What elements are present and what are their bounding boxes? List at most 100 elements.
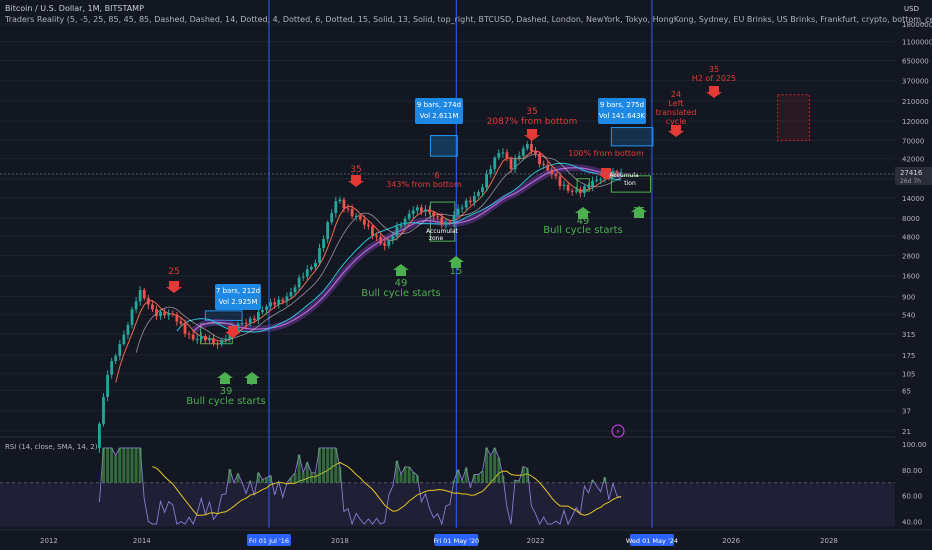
rsi-tick-label: 100.00 — [902, 441, 927, 449]
candle-body — [587, 186, 590, 188]
indicator-title: Traders Reality (5, -5, 25, 85, 45, 85, … — [5, 15, 932, 24]
rsi-line — [98, 446, 622, 526]
countdown-label: 26d 7h — [900, 178, 921, 185]
candle-body — [599, 179, 603, 181]
rsi-tick-label: 40.00 — [902, 519, 922, 527]
candle-body — [399, 224, 403, 227]
info-box-label: Vol 141.643K — [599, 112, 646, 120]
candle-body — [464, 200, 468, 208]
projection-label: cycle — [666, 117, 687, 126]
price-tick-label: 105 — [902, 370, 915, 378]
price-tick-label: 210000 — [902, 98, 929, 106]
candle-body — [505, 152, 509, 159]
candle-body — [195, 339, 199, 341]
projection-label: H2 of 2025 — [692, 74, 736, 83]
year-tick-label: 2026 — [722, 537, 740, 545]
candle-body — [322, 239, 325, 249]
projection-box — [610, 127, 654, 147]
lightning-icon — [611, 424, 625, 438]
candle-body — [566, 184, 570, 191]
candle-body — [163, 312, 167, 316]
year-tick-label: 2018 — [331, 537, 349, 545]
candle-body — [212, 338, 215, 344]
price-tick-label: 37 — [902, 408, 911, 416]
candle-body — [285, 296, 289, 302]
projection-box — [204, 310, 243, 321]
candle-body — [261, 310, 264, 313]
annotation-label: 25 — [168, 267, 179, 277]
candle-body — [578, 190, 582, 194]
candle-body — [574, 190, 578, 192]
price-tick-label: 1100000 — [902, 39, 932, 47]
rsi-band — [0, 482, 895, 527]
candle-body — [102, 396, 105, 424]
annotation-label: Bull cycle starts — [186, 396, 265, 407]
annotation-label: 6 — [434, 171, 439, 180]
arrow-up-icon — [575, 207, 591, 219]
price-tick-label: 120000 — [902, 118, 929, 126]
candle-body — [326, 222, 330, 240]
arrow-up-icon — [393, 264, 409, 276]
info-box — [415, 98, 463, 124]
price-tick-label: 1600 — [902, 273, 920, 281]
candle-body — [497, 153, 501, 158]
candle-body — [134, 301, 138, 310]
arrow-down-icon — [524, 129, 540, 141]
info-box-label: Vol 2.925M — [219, 298, 258, 306]
year-tick-label: 2012 — [40, 537, 58, 545]
candle-body — [150, 304, 154, 310]
candle-body — [191, 334, 195, 340]
candle-body — [138, 290, 142, 302]
candle-body — [619, 172, 623, 174]
price-tick-label: 2800 — [902, 253, 920, 261]
accumulation-zone-box — [610, 175, 651, 193]
price-tick-label: 4800 — [902, 233, 920, 241]
currency-label: USD — [904, 5, 919, 13]
candle-body — [489, 169, 493, 175]
candle-body — [106, 374, 109, 397]
candle-body — [428, 209, 431, 213]
candle-body — [240, 322, 244, 325]
candle-body — [277, 299, 281, 305]
candle-body — [554, 174, 558, 177]
candle-body — [362, 219, 366, 225]
candle-body — [208, 338, 211, 341]
price-tick-label: 175 — [902, 352, 915, 360]
candle-body — [244, 322, 248, 324]
candle-body — [167, 313, 171, 316]
candle-body — [367, 224, 370, 227]
candle-body — [130, 309, 134, 325]
candle-body — [411, 210, 415, 214]
candle-body — [562, 184, 566, 186]
date-tag-label: Wed 01 May '24 — [626, 537, 678, 545]
annotation-label: 49 — [395, 278, 408, 289]
price-tick-label: 540 — [902, 312, 915, 320]
arrow-down-icon — [706, 86, 722, 98]
date-tag-label: Fri 01 May '20 — [433, 537, 479, 545]
candle-body — [142, 290, 146, 299]
annotation-label: Bull cycle starts — [543, 225, 622, 236]
candle-body — [391, 236, 395, 241]
candle-body — [293, 287, 297, 293]
price-tick-label: 315 — [902, 331, 915, 339]
candle-body — [269, 302, 272, 307]
candle-body — [521, 148, 525, 156]
arrow-up-icon — [448, 256, 464, 268]
arrow-down-icon — [166, 281, 182, 293]
candle-body — [456, 208, 460, 216]
candle-body — [297, 277, 301, 288]
candle-body — [301, 276, 305, 278]
rsi-ma-line — [152, 461, 622, 516]
info-box-label: 9 bars, 274d — [417, 101, 461, 109]
annotation-label: 39 — [220, 386, 233, 397]
candle-body — [314, 262, 317, 267]
candle-body — [122, 334, 126, 345]
info-box — [215, 284, 261, 310]
candle-body — [570, 190, 574, 192]
candle-body — [305, 269, 309, 277]
price-tick-label: 70000 — [902, 137, 924, 145]
price-tick-label: 650000 — [902, 57, 929, 65]
candle-body — [98, 423, 101, 449]
